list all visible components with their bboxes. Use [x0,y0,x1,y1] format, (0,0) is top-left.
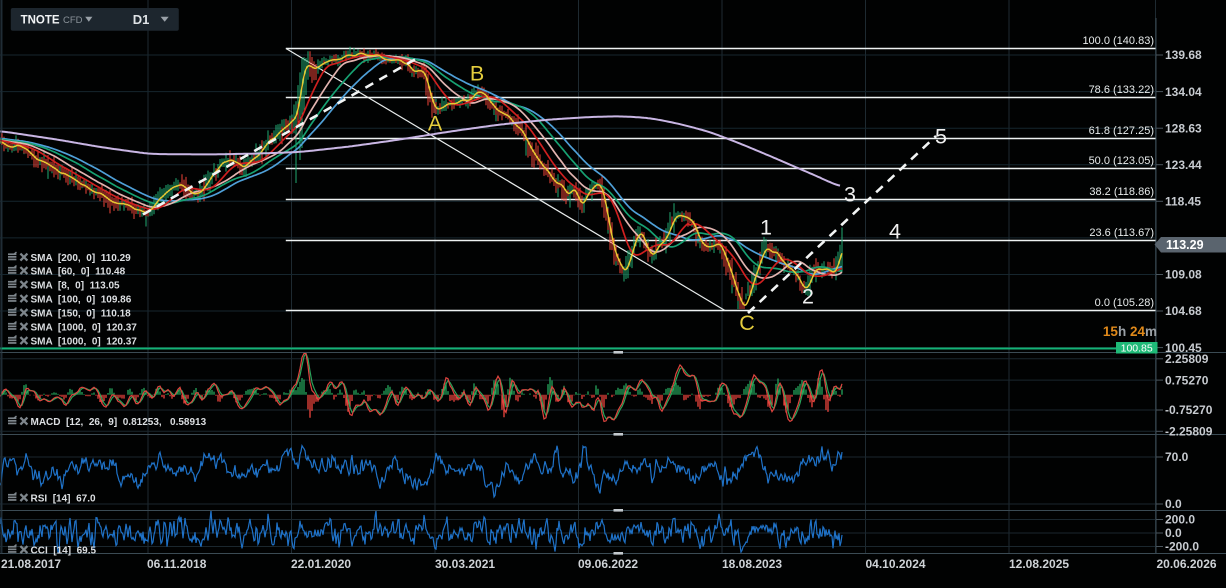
svg-text:SMA [8, 0] 113.05: SMA [8, 0] 113.05 [31,281,121,292]
svg-text:09.06.2022: 09.06.2022 [578,557,638,571]
svg-text:50.0 (123.05): 50.0 (123.05) [1089,155,1154,167]
svg-text:23.6 (113.67): 23.6 (113.67) [1089,227,1154,239]
svg-text:4: 4 [889,220,901,244]
svg-text:TNOTE: TNOTE [21,15,60,27]
svg-text:RSI [14] 67.0: RSI [14] 67.0 [31,494,96,505]
svg-text:SMA [1000, 0] 120.37: SMA [1000, 0] 120.37 [31,337,138,348]
svg-text:15h 24m: 15h 24m [1103,324,1157,339]
svg-text:5: 5 [935,125,947,149]
svg-text:22.01.2020: 22.01.2020 [291,557,351,571]
svg-text:-200.0: -200.0 [1165,540,1199,554]
svg-text:128.63: 128.63 [1165,121,1202,135]
svg-text:0.0 (105.28): 0.0 (105.28) [1095,297,1154,309]
svg-text:3: 3 [844,183,856,207]
svg-text:06.11.2018: 06.11.2018 [147,557,207,571]
svg-text:61.8 (127.25): 61.8 (127.25) [1089,125,1154,137]
svg-text:-0.75270: -0.75270 [1165,403,1213,417]
svg-text:100.45: 100.45 [1165,341,1202,355]
svg-text:12.08.2025: 12.08.2025 [1009,557,1069,571]
svg-text:113.29: 113.29 [1166,238,1204,252]
svg-text:70.0: 70.0 [1165,450,1189,464]
svg-text:109.08: 109.08 [1165,268,1202,282]
svg-text:SMA [1000, 0] 120.37: SMA [1000, 0] 120.37 [31,323,138,334]
svg-text:104.68: 104.68 [1165,304,1202,318]
svg-text:0.0: 0.0 [1165,526,1182,540]
svg-text:D1: D1 [133,12,150,27]
svg-text:SMA [150, 0] 110.18: SMA [150, 0] 110.18 [31,309,132,320]
svg-text:123.44: 123.44 [1165,158,1202,172]
svg-text:21.08.2017: 21.08.2017 [1,557,61,571]
svg-text:C: C [739,311,755,335]
svg-text:MACD [12, 26, 9] 0.81253,: MACD [12, 26, 9] 0.81253, 0.58913 [31,417,207,428]
svg-text:100.85: 100.85 [1121,343,1153,355]
svg-text:1: 1 [760,216,772,240]
svg-text:2: 2 [802,285,814,309]
svg-text:100.0 (140.83): 100.0 (140.83) [1082,35,1154,47]
svg-text:0.75270: 0.75270 [1165,373,1209,387]
svg-text:0.0: 0.0 [1165,497,1182,511]
svg-text:SMA [100, 0] 109.86: SMA [100, 0] 109.86 [31,295,132,306]
svg-text:04.10.2024: 04.10.2024 [866,557,926,571]
svg-text:CFD: CFD [63,15,83,26]
svg-text:30.03.2021: 30.03.2021 [435,557,495,571]
svg-text:SMA [200, 0] 110.29: SMA [200, 0] 110.29 [31,253,132,264]
svg-text:SMA [60, 0] 110.48: SMA [60, 0] 110.48 [31,267,126,278]
svg-text:20.06.2026: 20.06.2026 [1157,557,1217,571]
svg-text:78.6 (133.22): 78.6 (133.22) [1089,84,1154,96]
svg-text:134.04: 134.04 [1165,85,1202,99]
svg-text:118.45: 118.45 [1165,195,1201,209]
svg-text:18.08.2023: 18.08.2023 [722,557,782,571]
svg-text:38.2 (118.86): 38.2 (118.86) [1089,186,1154,198]
svg-text:200.0: 200.0 [1165,513,1195,527]
svg-text:-2.25809: -2.25809 [1165,425,1213,439]
svg-text:2.25809: 2.25809 [1165,352,1209,366]
svg-text:139.68: 139.68 [1165,48,1202,62]
svg-text:A: A [428,112,443,136]
svg-text:CCI [14] 69.5: CCI [14] 69.5 [31,546,97,557]
svg-text:B: B [470,62,484,86]
